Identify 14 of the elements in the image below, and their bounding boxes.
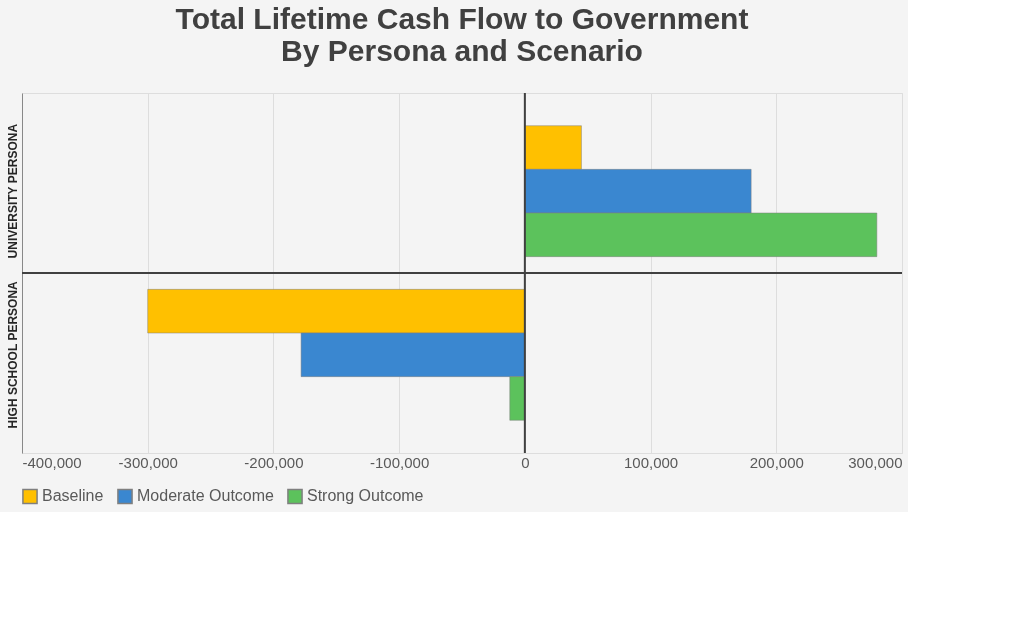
x-tick-label: -300,000	[118, 453, 178, 471]
x-tick-label: -200,000	[244, 453, 304, 471]
x-tick-label: -100,000	[370, 453, 430, 471]
legend-label: Baseline	[42, 487, 104, 505]
y-tick-label: UNIVERSITY PERSONA	[5, 123, 20, 259]
x-tick-label: 300,000	[848, 453, 903, 471]
legend-label: Moderate Outcome	[137, 487, 275, 505]
x-tick-label: 100,000	[623, 453, 679, 471]
y-tick-label: HIGH SCHOOL PERSONA	[5, 280, 20, 429]
x-tick-label: -400,000	[22, 453, 82, 471]
x-tick-label: 200,000	[749, 453, 804, 471]
chart-title: Total Lifetime Cash Flow to Government By Persona and Scenario	[175, 2, 749, 67]
x-tick-label: 0	[521, 453, 530, 471]
legend-label: Strong Outcome	[307, 487, 424, 505]
